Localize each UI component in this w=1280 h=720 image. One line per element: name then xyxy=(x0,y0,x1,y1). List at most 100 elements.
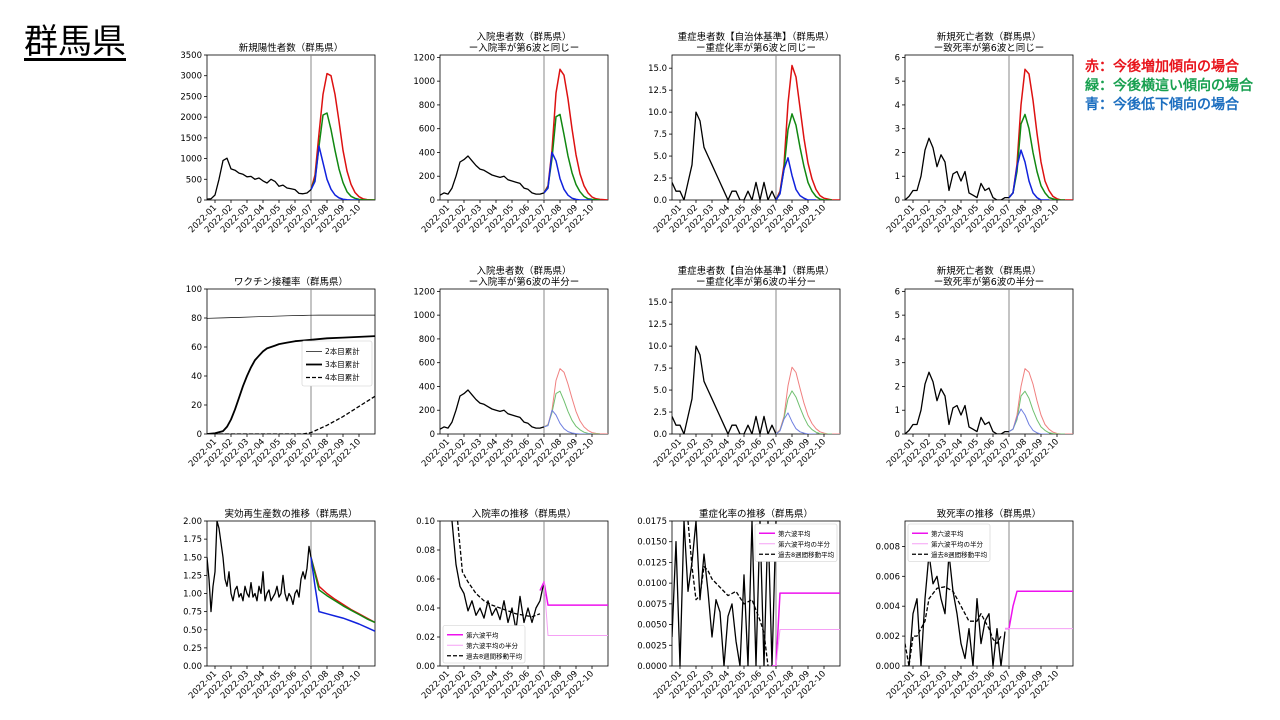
y-tick-label: 0 xyxy=(895,430,900,440)
y-tick-label: 2 xyxy=(895,148,900,158)
plot-frame xyxy=(904,288,1074,435)
legend-label: 第六波平均の半分 xyxy=(931,539,984,548)
chart-11: 重症化率の推移（群馬県） 0.0000 0.0025 0.0050 0.0075 0.01… xyxy=(637,508,841,701)
series-line-1 xyxy=(905,553,1006,666)
chart-10: 入院率の推移（群馬県）0.000.020.040.060.080.102022-… xyxy=(416,508,609,701)
series-line-1 xyxy=(440,155,545,196)
plot-frame xyxy=(671,54,841,201)
y-tick-label: 0.0175 xyxy=(637,517,667,527)
series-line-2 xyxy=(1008,368,1073,434)
y-tick-label: 2000 xyxy=(180,113,202,123)
chart-title: 新規死亡者数（群馬県） xyxy=(937,31,1042,43)
y-tick-label: 0.04 xyxy=(416,604,435,614)
legend: 2本目累計 3本目累計 4本目累計 xyxy=(301,340,373,387)
y-tick-label: 15.0 xyxy=(648,298,667,308)
series-line-1 xyxy=(672,345,777,434)
y-tick-label: 0.0075 xyxy=(637,600,667,610)
y-tick-label: 3 xyxy=(895,359,900,369)
series-line-4 xyxy=(1008,408,1049,434)
plot-frame xyxy=(671,288,841,435)
series-line-4 xyxy=(775,157,816,200)
y-tick-label: 600 xyxy=(419,359,435,369)
y-tick-label: 12.5 xyxy=(648,86,667,96)
y-tick-label: 6 xyxy=(895,287,900,297)
page-title: 群馬県 xyxy=(24,22,126,62)
y-tick-label: 0.00 xyxy=(416,662,435,672)
y-tick-label: 1200 xyxy=(413,53,435,63)
legend-label: 第六波平均 xyxy=(466,630,499,639)
chart-title: 入院患者数（群馬県） xyxy=(476,31,571,43)
note-flat: 緑：今後横這い傾向の場合 xyxy=(1085,78,1253,94)
series-line-1 xyxy=(451,521,545,631)
y-tick-label: 0.02 xyxy=(416,633,435,643)
plot-frame xyxy=(206,54,376,201)
y-tick-label: 1000 xyxy=(413,311,435,321)
y-tick-label: 1 xyxy=(895,172,900,182)
y-tick-label: 0.0000 xyxy=(637,662,667,672)
y-tick-label: 200 xyxy=(419,406,435,416)
series-line-2 xyxy=(543,68,608,200)
y-tick-label: 20 xyxy=(191,401,202,411)
y-tick-label: 2 xyxy=(895,382,900,392)
y-tick-label: 2500 xyxy=(180,92,202,102)
series-line-3 xyxy=(207,395,375,434)
y-tick-label: 2.5 xyxy=(653,174,667,184)
y-tick-label: 0.08 xyxy=(416,546,435,556)
y-tick-label: 0 xyxy=(895,196,900,206)
plot-frame xyxy=(206,520,376,667)
series-line-4 xyxy=(775,629,840,666)
y-tick-label: 1.75 xyxy=(183,535,202,545)
y-tick-label: 0.25 xyxy=(183,644,202,654)
y-tick-label: 2.00 xyxy=(183,517,202,527)
y-tick-label: 60 xyxy=(191,343,202,353)
y-tick-label: 0.008 xyxy=(876,542,900,552)
y-tick-label: 0.004 xyxy=(876,602,900,612)
y-tick-label: 0 xyxy=(197,430,202,440)
series-line-4 xyxy=(543,151,592,200)
chart-title: ー重症化率が第6波の半分ー xyxy=(696,276,816,288)
y-tick-label: 1 xyxy=(895,406,900,416)
y-tick-label: 0.002 xyxy=(876,632,900,642)
plot-frame xyxy=(439,288,609,435)
chart-7: 重症患者数【自治体基準】（群馬県）ー重症化率が第6波の半分ー 0.0 2.5 5.0 7… xyxy=(648,265,841,469)
series-line-4 xyxy=(543,409,592,434)
y-tick-label: 10.0 xyxy=(648,342,667,352)
y-tick-label: 3500 xyxy=(180,51,202,61)
series-line-2 xyxy=(687,521,769,666)
series-line-2 xyxy=(310,72,375,200)
legend-label: 第六波平均の半分 xyxy=(466,641,519,650)
chart-title: ー入院率が第6波と同じー xyxy=(469,42,580,54)
series-line-2 xyxy=(207,335,375,434)
series-line-2 xyxy=(543,368,608,434)
y-tick-label: 800 xyxy=(419,335,435,345)
plot-frame xyxy=(904,54,1074,201)
chart-title: ー入院率が第6波の半分ー xyxy=(469,276,580,288)
y-tick-label: 0.006 xyxy=(876,572,900,582)
y-tick-label: 10.0 xyxy=(648,108,667,118)
series-line-3 xyxy=(310,112,375,200)
y-tick-label: 200 xyxy=(419,172,435,182)
y-tick-label: 100 xyxy=(186,285,202,295)
y-tick-label: 2.5 xyxy=(653,408,667,418)
series-line-1 xyxy=(207,314,375,319)
y-tick-label: 5 xyxy=(895,311,900,321)
chart-title: 実効再生産数の推移（群馬県） xyxy=(224,508,357,520)
y-tick-label: 0 xyxy=(430,430,435,440)
chart-title: ー致死率が第6波と同じー xyxy=(934,42,1045,54)
y-tick-label: 0.0 xyxy=(653,430,667,440)
y-tick-label: 1.50 xyxy=(183,553,202,563)
series-line-1 xyxy=(905,137,1009,200)
chart-title: ワクチン接種率（群馬県） xyxy=(234,276,348,288)
note-increase: 赤：今後増加傾向の場合 xyxy=(1085,59,1239,75)
y-tick-label: 40 xyxy=(191,372,202,382)
series-line-1 xyxy=(207,521,312,613)
series-line-4 xyxy=(775,412,816,434)
y-tick-label: 400 xyxy=(419,382,435,392)
y-tick-label: 1000 xyxy=(413,77,435,87)
series-line-2 xyxy=(1008,68,1073,200)
y-tick-label: 500 xyxy=(186,175,202,185)
y-tick-label: 5 xyxy=(895,77,900,87)
y-tick-label: 0.0 xyxy=(653,196,667,206)
